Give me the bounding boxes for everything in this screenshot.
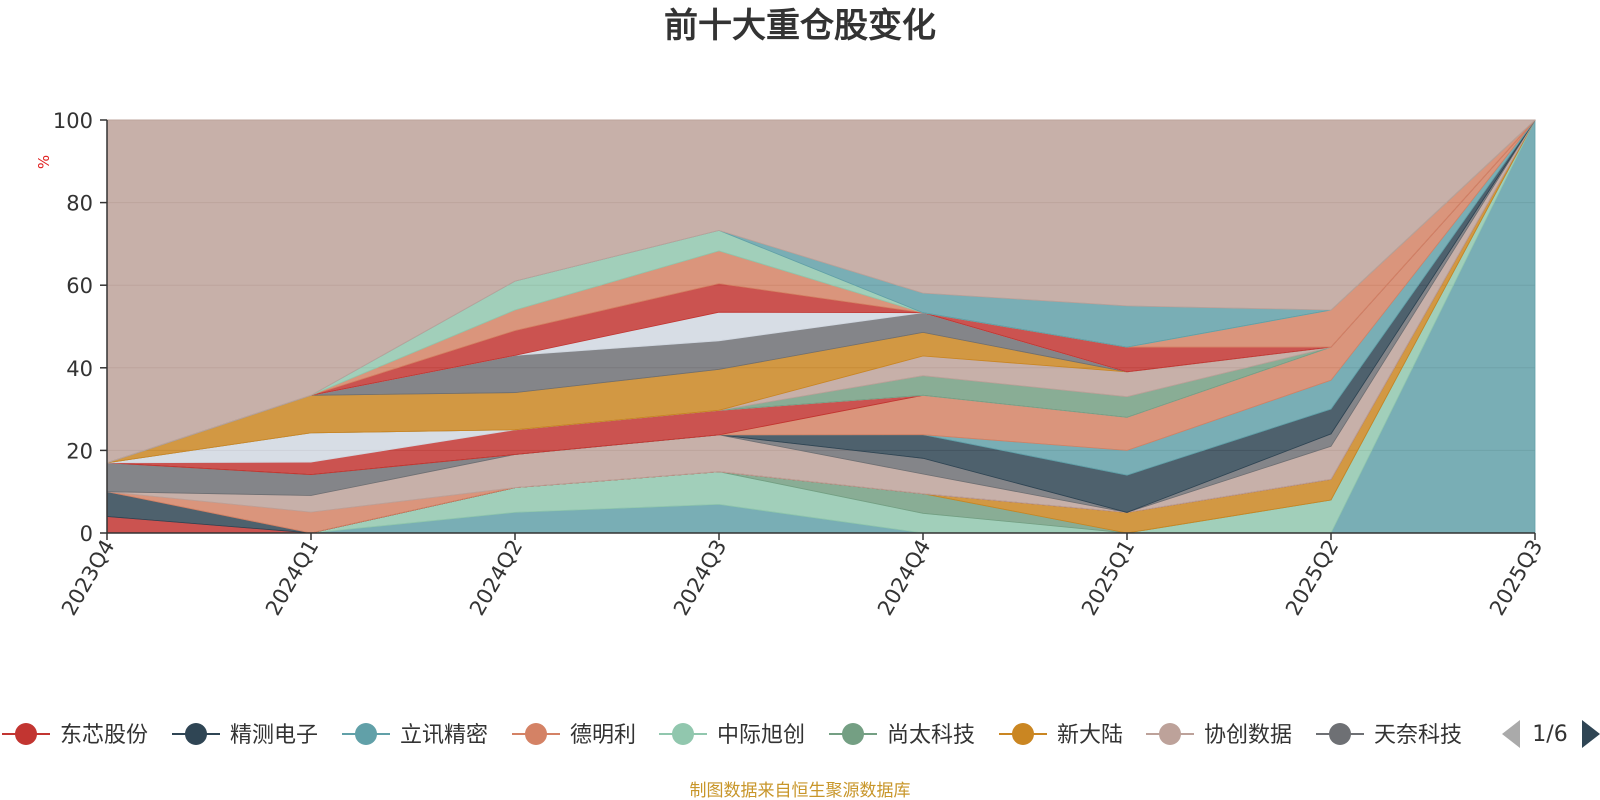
legend-label: 中际旭创 [717,723,805,748]
x-tick-label: 2023Q4 [57,536,119,620]
legend[interactable]: 东芯股份 精测电子 立讯精密 德明利 中际旭创 尚太科技 新大陆 协创数据 天奈科技 [2,723,1462,748]
legend-next-icon[interactable] [1582,720,1600,748]
legend-marker-icon [1159,723,1181,745]
legend-label: 东芯股份 [60,723,148,748]
legend-marker-icon [842,723,864,745]
y-tick-label: 20 [66,439,93,463]
legend-prev-icon[interactable] [1502,720,1520,748]
area-series [106,119,1537,534]
legend-marker-icon [672,723,694,745]
legend-item[interactable]: 新大陆 [999,723,1123,748]
legend-label: 天奈科技 [1374,723,1462,748]
legend-marker-icon [525,723,547,745]
legend-marker-icon [1329,723,1351,745]
legend-marker-icon [185,723,207,745]
legend-label: 新大陆 [1057,723,1123,748]
legend-item[interactable]: 东芯股份 [2,723,148,748]
y-tick-labels: 0 20 40 60 80 100 [53,109,93,546]
legend-label: 德明利 [570,723,636,748]
legend-marker-icon [1012,723,1034,745]
legend-pager: 1/6 [1502,720,1600,748]
x-tick-label: 2025Q1 [1077,536,1139,620]
legend-item[interactable]: 中际旭创 [659,723,805,748]
chart-title: 前十大重仓股变化 [664,6,936,46]
x-tick-label: 2024Q2 [465,536,527,620]
data-source-note: 制图数据来自恒生聚源数据库 [690,781,911,800]
y-tick-label: 80 [66,192,93,216]
y-tick-label: 0 [80,522,93,546]
x-tick-label: 2024Q1 [261,536,323,620]
x-tick-label: 2024Q4 [873,536,935,620]
y-axis-label: % [35,155,53,169]
legend-item[interactable]: 精测电子 [172,723,318,748]
y-tick-label: 60 [66,274,93,298]
legend-page-indicator: 1/6 [1532,722,1567,747]
x-tick-label: 2024Q3 [669,536,731,620]
legend-item[interactable]: 协创数据 [1146,723,1292,748]
legend-item[interactable]: 立讯精密 [342,723,488,748]
legend-label: 精测电子 [230,723,318,748]
legend-label: 立讯精密 [400,723,488,748]
legend-item[interactable]: 天奈科技 [1316,723,1462,748]
x-tick-labels: 2023Q4 2024Q1 2024Q2 2024Q3 2024Q4 2025Q1 2025… [57,536,1547,620]
y-tick-label: 100 [53,109,93,133]
x-tick-label: 2025Q2 [1281,536,1343,620]
x-tick-label: 2025Q3 [1485,536,1547,620]
legend-item[interactable]: 德明利 [512,723,636,748]
legend-marker-icon [355,723,377,745]
area-series-24[interactable] [106,119,1537,464]
axes [100,119,1536,540]
legend-label: 尚太科技 [887,723,975,748]
y-tick-label: 40 [66,357,93,381]
legend-marker-icon [15,723,37,745]
legend-item[interactable]: 尚太科技 [829,723,975,748]
legend-label: 协创数据 [1204,723,1292,748]
